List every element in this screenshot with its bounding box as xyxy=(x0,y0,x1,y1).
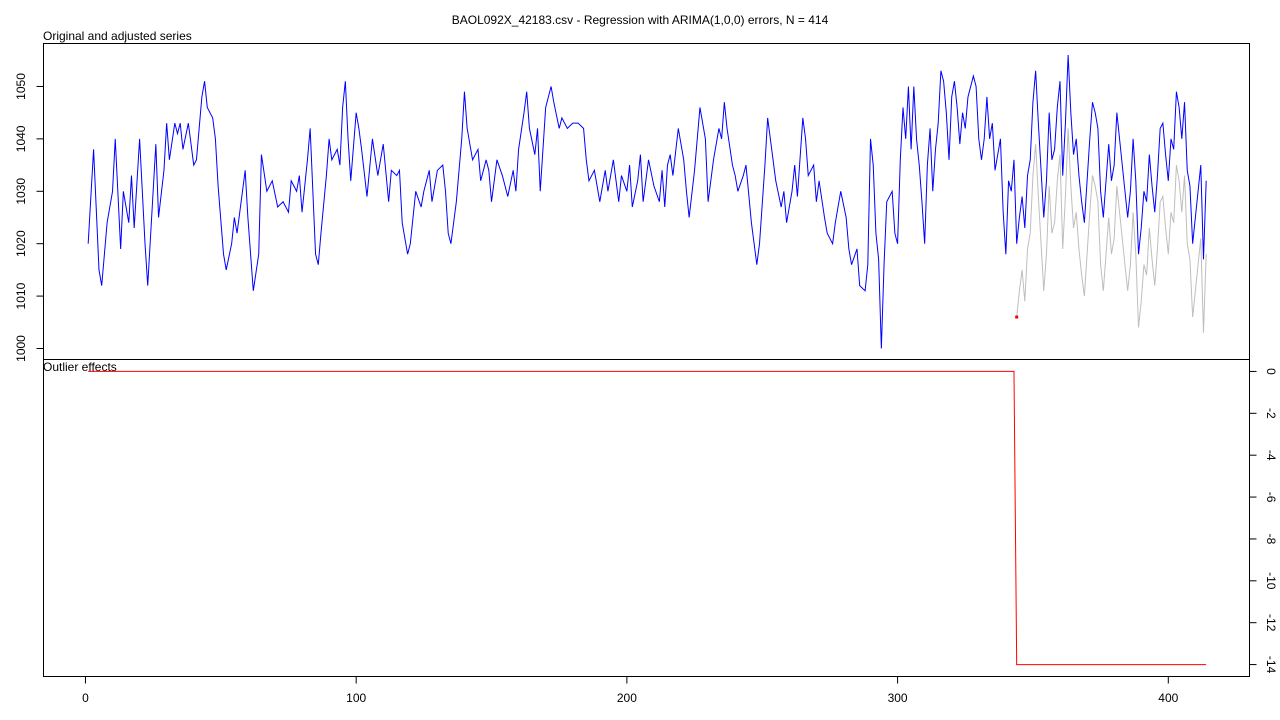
y-tick-label: 1010 xyxy=(14,282,28,309)
panel-title: Original and adjusted series xyxy=(43,29,192,43)
panel-title: Outlier effects xyxy=(43,360,117,374)
x-tick-label: 200 xyxy=(617,691,637,705)
x-tick-label: 400 xyxy=(1158,691,1178,705)
chart-title: BAOL092X_42183.csv - Regression with ARI… xyxy=(452,13,829,27)
y-tick-label: -10 xyxy=(1264,572,1278,590)
y-tick-label: -8 xyxy=(1264,534,1278,545)
plot-frame xyxy=(43,359,1250,677)
series-line xyxy=(1016,128,1207,333)
y-tick-label: -12 xyxy=(1264,614,1278,632)
y-tick-label: 1040 xyxy=(14,125,28,152)
y-tick-label: 1050 xyxy=(14,73,28,100)
series-line xyxy=(88,370,1207,666)
x-tick-label: 300 xyxy=(888,691,908,705)
x-tick-label: 100 xyxy=(346,691,366,705)
y-tick-label: 1030 xyxy=(14,178,28,205)
plot-frame xyxy=(43,43,1250,360)
y-tick-label: 1020 xyxy=(14,230,28,257)
y-tick-label: -14 xyxy=(1264,656,1278,674)
y-tick-label: 0 xyxy=(1264,368,1278,375)
outlier-point xyxy=(1015,315,1019,319)
y-tick-label: -6 xyxy=(1264,492,1278,503)
y-tick-label: -2 xyxy=(1264,408,1278,419)
y-tick-label: -4 xyxy=(1264,450,1278,461)
x-tick-label: 0 xyxy=(82,691,89,705)
y-tick-label: 1000 xyxy=(14,335,28,362)
series-line xyxy=(87,55,1207,349)
